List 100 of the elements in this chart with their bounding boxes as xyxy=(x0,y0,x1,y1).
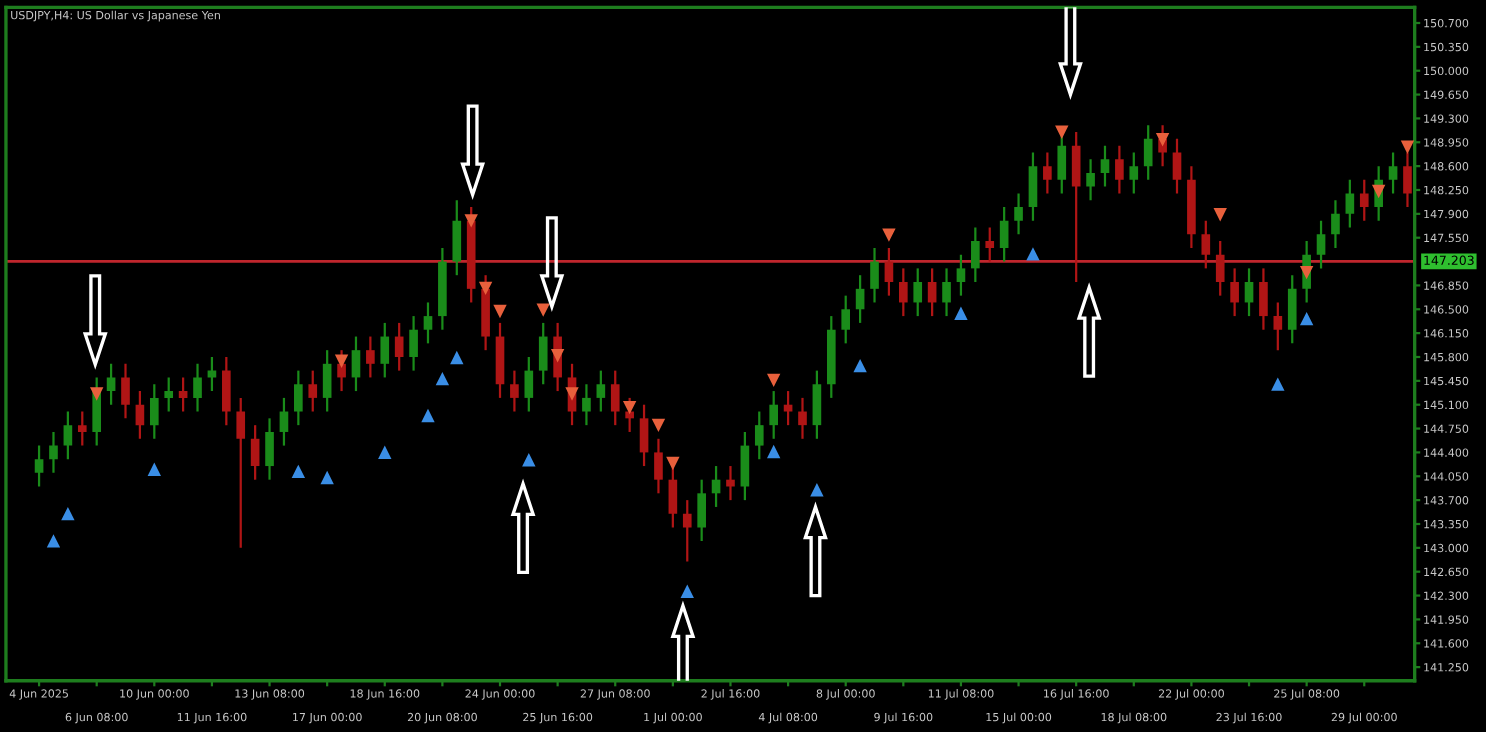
candlestick xyxy=(769,389,779,440)
candlestick xyxy=(164,376,174,413)
candlestick xyxy=(899,267,908,318)
candlestick xyxy=(855,274,865,325)
candlestick xyxy=(49,430,58,474)
candlestick xyxy=(1215,240,1225,297)
point xyxy=(623,400,636,413)
candlestick xyxy=(1129,151,1139,195)
candlestick xyxy=(250,424,260,481)
point xyxy=(479,281,492,294)
point xyxy=(1372,184,1385,197)
candlestick xyxy=(409,314,418,372)
candlestick xyxy=(236,396,246,549)
candlestick xyxy=(639,403,649,468)
point xyxy=(1055,125,1068,138)
candlestick xyxy=(92,376,102,447)
candlestick xyxy=(971,226,980,284)
candlestick xyxy=(682,499,692,563)
candlestick xyxy=(1287,274,1297,345)
candlestick xyxy=(1100,144,1110,188)
candlestick xyxy=(279,396,289,447)
candlestick xyxy=(884,246,894,297)
candlestick xyxy=(34,444,44,488)
candlestick xyxy=(394,321,404,372)
candlestick xyxy=(77,410,87,447)
candlestick xyxy=(841,294,851,345)
candlestick xyxy=(956,253,966,297)
candlestick xyxy=(913,267,923,318)
candlestick xyxy=(1143,124,1153,181)
point xyxy=(883,228,895,241)
candlestick xyxy=(697,478,706,543)
candlestick xyxy=(942,267,951,318)
candlestick xyxy=(1259,267,1268,331)
point xyxy=(652,418,665,431)
candlestick xyxy=(1273,301,1283,352)
candlestick xyxy=(1172,137,1182,195)
candlestick xyxy=(1388,151,1398,195)
candlestick xyxy=(740,430,750,502)
candlestick xyxy=(582,383,591,427)
point xyxy=(522,454,535,467)
candlestick xyxy=(1115,144,1124,195)
candlestick xyxy=(999,205,1009,263)
candlestick xyxy=(1028,151,1038,222)
candlestick xyxy=(135,389,145,440)
point xyxy=(537,303,550,316)
candlestick xyxy=(308,369,318,413)
candlestick xyxy=(1043,151,1052,195)
candlestick xyxy=(812,369,822,440)
point xyxy=(436,373,449,386)
candlestick xyxy=(726,464,735,502)
point xyxy=(811,484,823,497)
candlestick xyxy=(322,349,332,413)
point xyxy=(1300,313,1313,326)
candlestick xyxy=(510,369,519,413)
candlestick xyxy=(798,396,807,440)
candlestick xyxy=(351,335,361,393)
candlestick xyxy=(870,246,879,304)
candlestick xyxy=(985,226,995,263)
candlestick xyxy=(193,362,202,413)
candlestick xyxy=(121,362,130,420)
point xyxy=(47,535,60,548)
point xyxy=(667,456,679,469)
candlestick xyxy=(610,369,620,427)
candlestick xyxy=(423,301,433,345)
candlestick xyxy=(596,369,606,413)
candlestick xyxy=(538,321,548,386)
candlestick xyxy=(1316,219,1326,270)
candlestick xyxy=(481,274,490,352)
candlestick xyxy=(754,410,764,461)
candlestick xyxy=(366,335,375,379)
point xyxy=(422,410,434,423)
candlestick xyxy=(1359,178,1369,222)
candlestick xyxy=(1230,267,1239,318)
candlestick xyxy=(452,199,462,277)
point xyxy=(854,360,866,373)
point xyxy=(62,508,74,521)
candlestick xyxy=(178,376,188,413)
candlestick xyxy=(337,349,346,393)
point xyxy=(494,304,506,317)
point xyxy=(767,373,780,386)
candlestick xyxy=(106,362,116,406)
candlestick xyxy=(783,389,793,427)
candlestick xyxy=(654,437,663,495)
point xyxy=(1401,140,1414,153)
candlestick xyxy=(265,417,274,481)
candlestick xyxy=(1331,199,1340,250)
candlestick xyxy=(927,267,937,318)
candlestick xyxy=(1201,219,1211,270)
candlestick xyxy=(1014,192,1023,236)
point xyxy=(1027,248,1039,261)
candlestick xyxy=(149,383,159,440)
candlestick xyxy=(1244,267,1254,318)
candlestick xyxy=(294,369,303,427)
candlestick xyxy=(1086,158,1095,202)
candlestick xyxy=(1071,130,1081,284)
candlestick xyxy=(380,321,390,379)
candlestick xyxy=(222,355,231,427)
candlestick xyxy=(63,410,73,461)
candlestick xyxy=(495,321,505,399)
point xyxy=(335,354,348,367)
